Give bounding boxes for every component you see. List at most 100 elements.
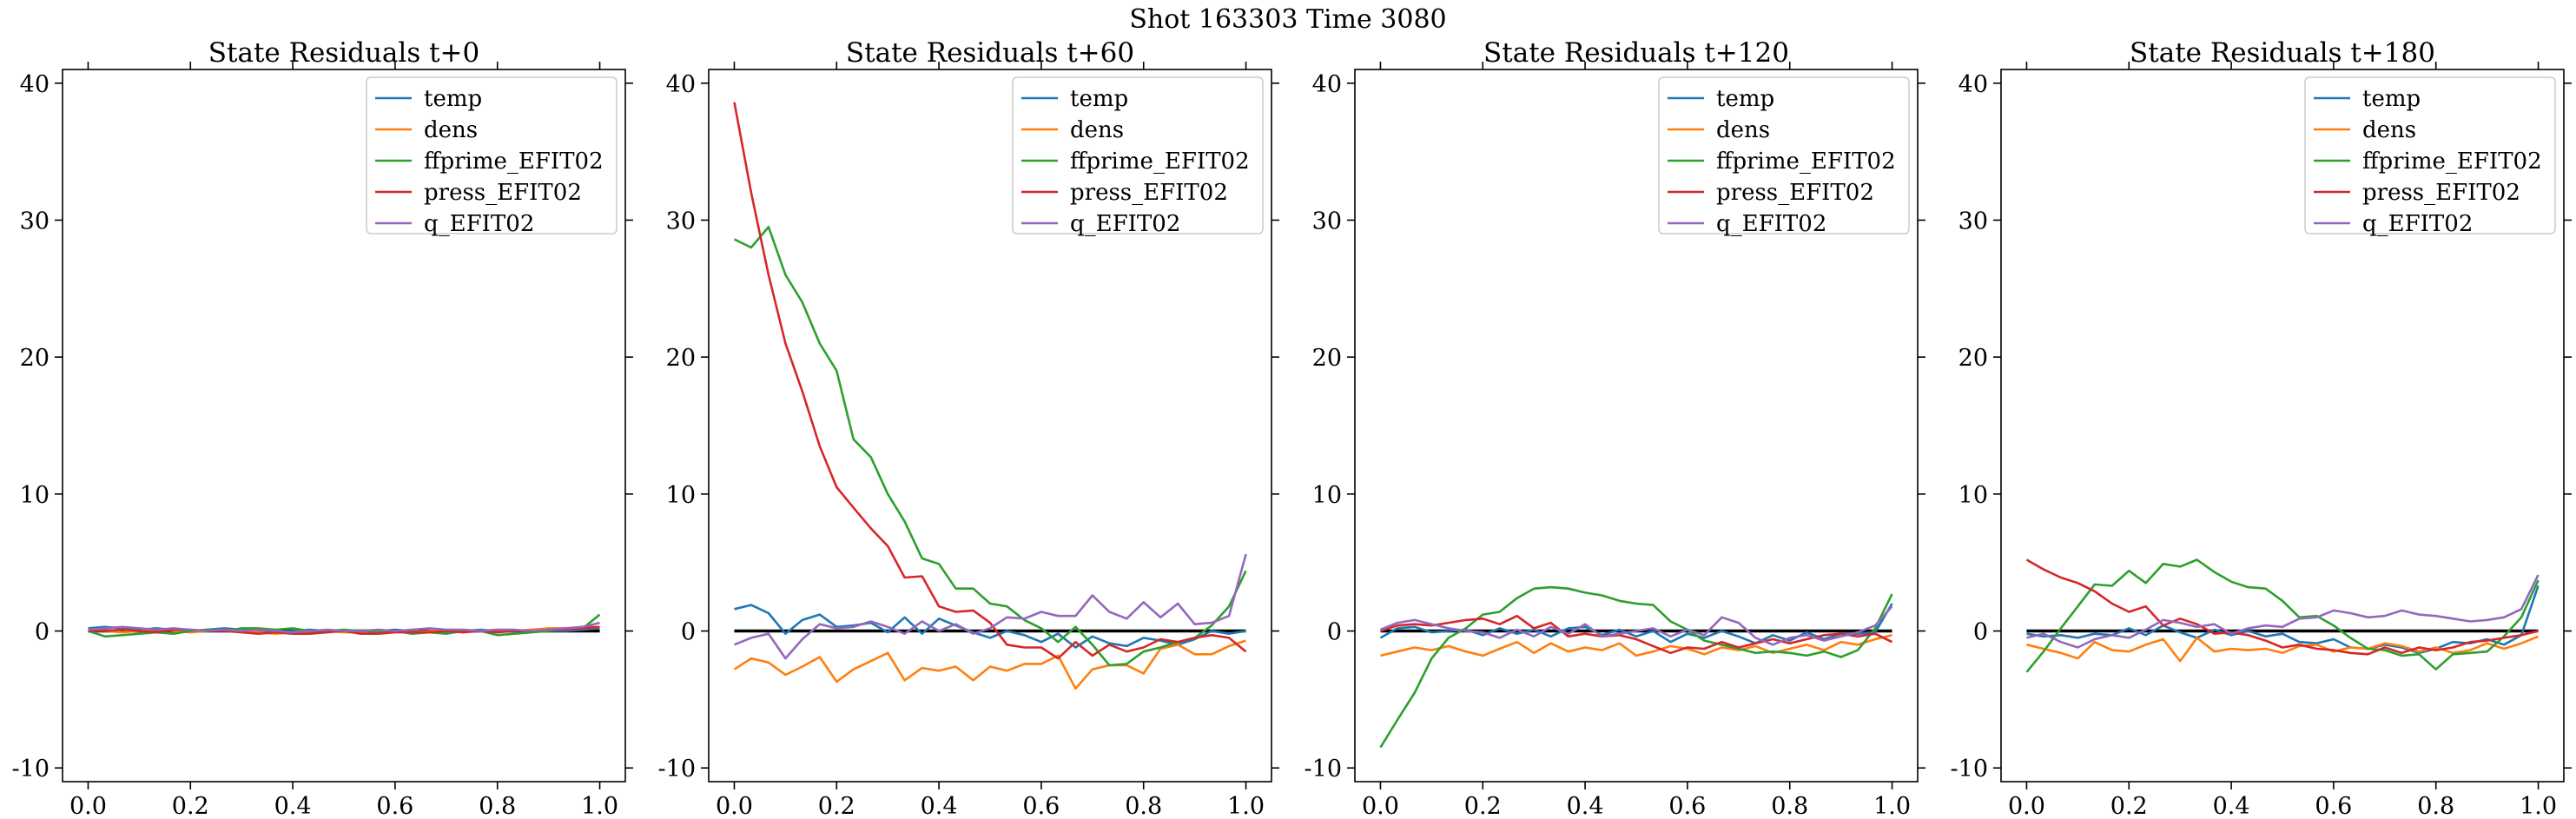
subplot-title: State Residuals t+120 bbox=[1483, 37, 1789, 69]
legend-entry-label: ffprime_EFIT02 bbox=[2362, 149, 2542, 175]
series-line-ffprime-efit02 bbox=[88, 613, 601, 638]
legend-entry-label: press_EFIT02 bbox=[2362, 180, 2520, 206]
x-tick-label: 0.0 bbox=[716, 793, 753, 819]
subplot-title: State Residuals t+60 bbox=[846, 37, 1134, 69]
y-tick-label: 40 bbox=[1312, 71, 1342, 98]
y-tick-label: 20 bbox=[666, 345, 696, 372]
axes-frame bbox=[62, 69, 626, 783]
x-tick-label: 0.4 bbox=[921, 793, 958, 819]
subplot-4: State Residuals t+180 0.0 0.2 0.4 0.6 0.8 1.0 -… bbox=[1951, 37, 2572, 819]
legend-entry-label: ffprime_EFIT02 bbox=[424, 149, 604, 175]
y-tick-label: 30 bbox=[666, 208, 696, 234]
legend-entry-label: press_EFIT02 bbox=[1716, 180, 1874, 206]
y-tick-label: 20 bbox=[20, 345, 50, 372]
x-tick-label: 0.4 bbox=[2213, 793, 2250, 819]
y-tick-label: 0 bbox=[35, 619, 50, 646]
y-tick-label: 0 bbox=[1327, 619, 1342, 646]
series-line-dens bbox=[1380, 634, 1892, 657]
legend-entry-label: temp bbox=[424, 86, 482, 112]
series-line-dens bbox=[733, 639, 1246, 690]
legend-entry-label: dens bbox=[2362, 117, 2416, 143]
legend-entry-label: press_EFIT02 bbox=[424, 180, 582, 206]
y-tick-label: 30 bbox=[1312, 208, 1342, 234]
legend-box bbox=[2304, 76, 2556, 234]
legend-entry-label: ffprime_EFIT02 bbox=[1070, 149, 1250, 175]
figure-suptitle: Shot 163303 Time 3080 bbox=[1129, 4, 1446, 35]
x-tick-label: 0.2 bbox=[2110, 793, 2148, 819]
x-tick-label: 0.4 bbox=[274, 793, 312, 819]
legend-entry-label: q_EFIT02 bbox=[1070, 211, 1180, 237]
y-tick-label: 10 bbox=[1312, 482, 1342, 509]
x-tick-label: 0.6 bbox=[1022, 793, 1060, 819]
legend: temp dens ffprime_EFIT02 press_EFIT02 q_EFIT… bbox=[366, 76, 618, 237]
legend-entry-label: temp bbox=[1070, 86, 1128, 112]
series-line-q-efit02 bbox=[734, 553, 1247, 660]
series-line-press-efit02 bbox=[2025, 558, 2539, 656]
series-line-press-efit02 bbox=[733, 102, 1247, 660]
y-tick-label: 20 bbox=[1312, 345, 1342, 372]
x-tick-label: 0.6 bbox=[376, 793, 413, 819]
legend-box bbox=[1012, 76, 1264, 234]
x-tick-label: 0.0 bbox=[1362, 793, 1399, 819]
y-tick-label: 40 bbox=[1958, 71, 1988, 98]
x-tick-label: 0.2 bbox=[172, 793, 209, 819]
subplot-3: State Residuals t+120 0.0 0.2 0.4 0.6 0.8 1.0 -… bbox=[1305, 37, 1925, 819]
series-line-q-efit02 bbox=[1380, 605, 1893, 646]
legend-entry-label: dens bbox=[424, 117, 478, 143]
axes-frame bbox=[1354, 69, 1919, 783]
legend-entry-label: press_EFIT02 bbox=[1070, 180, 1228, 206]
y-tick-label: 10 bbox=[20, 482, 50, 509]
series-line-dens bbox=[2026, 635, 2539, 663]
legend-entry-label: q_EFIT02 bbox=[424, 211, 534, 237]
y-tick-label: -10 bbox=[1305, 756, 1342, 783]
series-line-q-efit02 bbox=[88, 621, 600, 634]
x-tick-label: 0.0 bbox=[2008, 793, 2045, 819]
legend-entry-label: q_EFIT02 bbox=[2362, 211, 2473, 237]
legend: temp dens ffprime_EFIT02 press_EFIT02 q_EFIT… bbox=[1658, 76, 1910, 237]
series-line-temp bbox=[734, 604, 1246, 649]
legend-entry-label: temp bbox=[1716, 86, 1774, 112]
subplot-2: State Residuals t+60 0.0 0.2 0.4 0.6 0.8 1.0 -1… bbox=[658, 37, 1279, 819]
y-tick-label: 10 bbox=[666, 482, 696, 509]
subplot-title: State Residuals t+0 bbox=[208, 37, 479, 69]
legend: temp dens ffprime_EFIT02 press_EFIT02 q_EFIT… bbox=[1012, 76, 1264, 237]
x-tick-label: 1.0 bbox=[2520, 793, 2557, 819]
legend-entry-label: q_EFIT02 bbox=[1716, 211, 1826, 237]
legend-box bbox=[1658, 76, 1910, 234]
series-line-press-efit02 bbox=[1380, 614, 1893, 655]
y-tick-label: 0 bbox=[1973, 619, 1988, 646]
x-tick-label: 1.0 bbox=[1873, 793, 1911, 819]
series-line-temp bbox=[1379, 603, 1893, 645]
series-line-q-efit02 bbox=[2026, 574, 2540, 649]
series-line-ffprime-efit02 bbox=[733, 225, 1247, 667]
y-tick-label: -10 bbox=[1951, 756, 1988, 783]
x-tick-label: 1.0 bbox=[1227, 793, 1265, 819]
x-tick-label: 0.8 bbox=[2417, 793, 2454, 819]
legend-entry-label: dens bbox=[1070, 117, 1124, 143]
legend: temp dens ffprime_EFIT02 press_EFIT02 q_EFIT… bbox=[2304, 76, 2556, 237]
x-tick-label: 0.4 bbox=[1567, 793, 1604, 819]
subplot-title: State Residuals t+180 bbox=[2130, 37, 2435, 69]
x-tick-label: 0.2 bbox=[1464, 793, 1502, 819]
axes-frame bbox=[2000, 69, 2565, 783]
y-tick-label: 30 bbox=[20, 208, 50, 234]
x-tick-label: 0.8 bbox=[1771, 793, 1808, 819]
y-tick-label: -10 bbox=[12, 756, 50, 783]
axes-frame bbox=[708, 69, 1272, 783]
y-tick-label: 40 bbox=[20, 71, 50, 98]
y-tick-label: -10 bbox=[658, 756, 696, 783]
y-tick-label: 0 bbox=[681, 619, 696, 646]
legend-entry-label: dens bbox=[1716, 117, 1770, 143]
x-tick-label: 0.8 bbox=[1125, 793, 1162, 819]
x-tick-label: 0.6 bbox=[2315, 793, 2352, 819]
series-line-ffprime-efit02 bbox=[1379, 585, 1893, 749]
y-tick-label: 10 bbox=[1958, 482, 1988, 509]
y-tick-label: 20 bbox=[1958, 345, 1988, 372]
legend-box bbox=[366, 76, 618, 234]
subplot-1: State Residuals t+0 0.0 0.2 0.4 0.6 0.8 1.0 -10… bbox=[12, 37, 633, 819]
y-tick-label: 40 bbox=[666, 71, 696, 98]
x-tick-label: 0.2 bbox=[818, 793, 855, 819]
x-tick-label: 0.6 bbox=[1668, 793, 1706, 819]
y-tick-label: 30 bbox=[1958, 208, 1988, 234]
